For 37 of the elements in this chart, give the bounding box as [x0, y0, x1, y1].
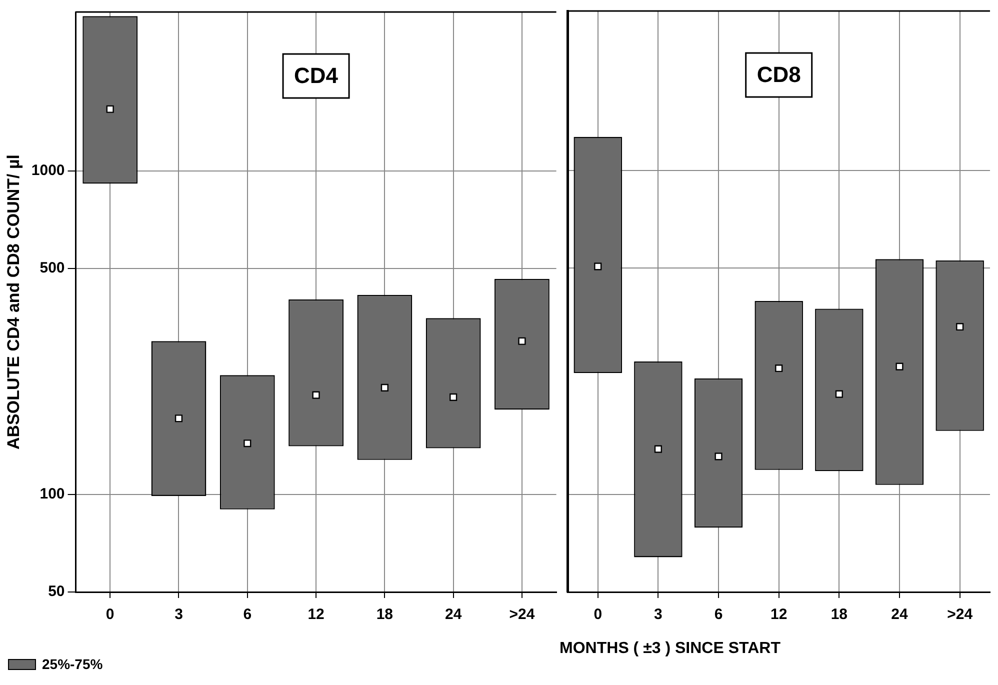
x-tick-label: 0 — [106, 606, 114, 624]
point — [896, 362, 904, 370]
x-tick-label: 6 — [714, 606, 723, 624]
point — [956, 322, 964, 331]
point — [654, 445, 662, 453]
point — [775, 364, 783, 372]
x-tick-label: 0 — [594, 606, 602, 624]
x-tick-label: >24 — [509, 606, 536, 624]
y-tick-label: 100 — [40, 486, 65, 503]
x-tick-label: 24 — [891, 606, 909, 624]
x-tick-label: 12 — [770, 606, 788, 624]
x-tick-label: 18 — [830, 606, 848, 624]
y-tick-label: 500 — [40, 260, 65, 277]
point — [835, 390, 843, 398]
x-tick-label: 3 — [654, 606, 662, 624]
x-tick-label: >24 — [947, 606, 974, 624]
x-tick-label: 24 — [444, 606, 462, 624]
point — [312, 391, 320, 399]
y-tick-label: 50 — [48, 583, 65, 600]
y-tick-label: 1000 — [31, 162, 65, 180]
x-tick-label: 6 — [243, 606, 252, 624]
point — [380, 384, 388, 392]
y-axis-title: ABSOLUTE CD4 and CD8 COUNT/ µl — [4, 154, 23, 450]
x-tick-label: 18 — [376, 606, 394, 624]
point — [450, 393, 458, 401]
legend-label: 25%-75% — [42, 656, 103, 672]
text: CD4 — [294, 63, 339, 88]
point — [714, 452, 722, 460]
point — [244, 440, 252, 448]
x-tick-label: 12 — [308, 606, 324, 624]
point — [174, 414, 183, 422]
x-tick-label: 3 — [174, 606, 183, 624]
point — [518, 337, 526, 345]
text: CD8 — [756, 62, 801, 88]
point — [106, 105, 114, 113]
point — [594, 262, 602, 270]
x-axis-title: MONTHS ( ±3 ) SINCE START — [558, 640, 782, 658]
